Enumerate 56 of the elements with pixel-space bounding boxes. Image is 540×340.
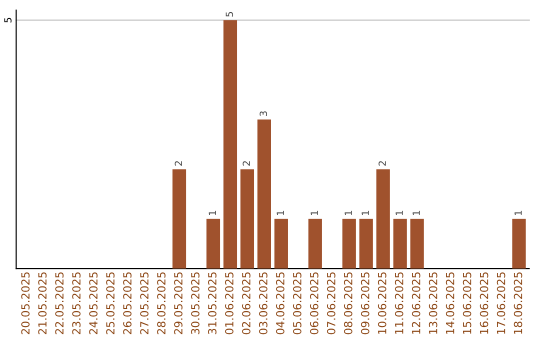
x-tick-label: 16.06.2025 (480, 272, 488, 334)
x-tick-label: 18.06.2025 (514, 272, 522, 334)
bar (410, 218, 424, 269)
x-tick-label: 02.06.2025 (242, 272, 250, 334)
bar (223, 20, 238, 269)
x-tick-label: 01.06.2025 (225, 272, 234, 334)
bar (240, 169, 254, 269)
x-tick-label: 20.05.2025 (21, 272, 30, 334)
data-label: 2 (174, 161, 182, 166)
data-label: 5 (226, 12, 234, 17)
data-label: 1 (276, 210, 284, 216)
x-tick-label: 29.05.2025 (174, 272, 182, 334)
bar (393, 218, 407, 269)
data-label: 1 (362, 210, 369, 216)
x-tick-label: 21.05.2025 (38, 272, 47, 334)
x-tick-label: 06.06.2025 (310, 272, 318, 334)
data-label: 1 (310, 210, 318, 216)
bar (206, 218, 220, 269)
x-tick-label: 31.05.2025 (208, 272, 216, 334)
x-tick-label: 17.06.2025 (496, 272, 506, 334)
x-tick-label: 22.05.2025 (55, 272, 64, 334)
data-label: 3 (260, 111, 268, 116)
x-tick-label: 13.06.2025 (428, 272, 438, 334)
bar (342, 218, 356, 269)
bar (274, 218, 288, 269)
x-tick-label: 08.06.2025 (344, 272, 352, 334)
x-tick-label: 10.06.2025 (378, 272, 386, 334)
x-tick-label: 28.05.2025 (157, 272, 166, 334)
data-label: 1 (412, 210, 420, 216)
x-tick-label: 05.06.2025 (293, 272, 302, 334)
bar (257, 120, 271, 269)
x-tick-label: 11.06.2025 (394, 272, 404, 334)
x-tick-label: 12.06.2025 (412, 272, 420, 334)
data-label: 1 (514, 210, 522, 216)
bar (308, 218, 322, 269)
x-tick-label: 25.05.2025 (106, 272, 115, 334)
data-label: 1 (396, 210, 403, 216)
bar (376, 169, 390, 269)
data-label: 2 (242, 161, 250, 166)
data-label: 1 (344, 210, 352, 216)
x-tick-label: 04.06.2025 (276, 272, 284, 334)
bar (359, 218, 373, 269)
x-tick-label: 03.06.2025 (259, 272, 268, 334)
x-tick-label: 27.05.2025 (140, 272, 149, 334)
data-label: 1 (208, 210, 216, 216)
data-label: 2 (378, 161, 386, 166)
x-tick-label: 26.05.2025 (123, 272, 132, 334)
bar (512, 218, 526, 269)
x-tick-label: 14.06.2025 (446, 272, 454, 334)
x-tick-label: 24.05.2025 (89, 272, 98, 334)
x-tick-label: 09.06.2025 (360, 272, 370, 334)
x-tick-label: 07.06.2025 (326, 272, 336, 334)
x-tick-label: 30.05.2025 (191, 272, 200, 334)
x-tick-label: 23.05.2025 (72, 272, 81, 334)
x-tick-label: 15.06.2025 (462, 272, 472, 334)
bar (172, 169, 186, 269)
